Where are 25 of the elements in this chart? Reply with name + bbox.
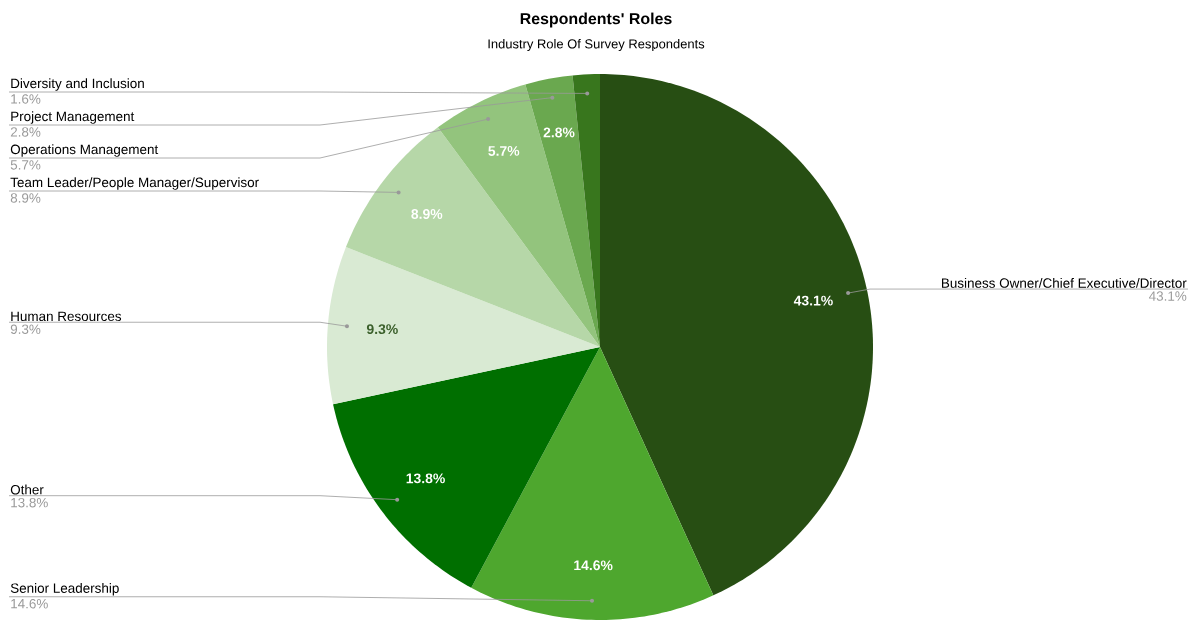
- slice-label: Operations Management: [10, 144, 159, 157]
- data-label: 9.3%: [366, 324, 398, 335]
- data-label: 2.8%: [543, 127, 575, 138]
- chart-title: Respondents' Roles: [520, 12, 672, 28]
- slice-label: Other: [10, 484, 44, 495]
- data-label: 1.6%: [11, 94, 41, 104]
- data-label: 43.1%: [793, 295, 833, 306]
- slice-label: Diversity and Inclusion: [11, 78, 144, 91]
- slice-label: Business Owner/Chief Executive/Director: [941, 277, 1187, 288]
- data-label: 14.6%: [574, 560, 613, 571]
- slice-label: Human Resources: [11, 311, 122, 322]
- slice-label: Project Management: [11, 111, 135, 124]
- slice-label: Senior Leadership: [10, 583, 119, 596]
- text: 14.6%: [11, 598, 48, 609]
- text: 9.3%: [10, 324, 41, 334]
- text: 43.1%: [1148, 291, 1187, 301]
- text: 13.8%: [11, 497, 48, 508]
- text: 5.7%: [10, 160, 41, 170]
- data-label: 8.9%: [411, 209, 443, 219]
- text: 2.8%: [10, 127, 41, 137]
- slice-label: Team Leader/People Manager/Supervisor: [10, 177, 259, 190]
- text: 8.9%: [10, 193, 41, 203]
- data-label: 5.7%: [488, 146, 520, 156]
- data-label: 13.8%: [406, 473, 445, 484]
- chart-subtitle: Industry Role Of Survey Respondents: [488, 38, 705, 52]
